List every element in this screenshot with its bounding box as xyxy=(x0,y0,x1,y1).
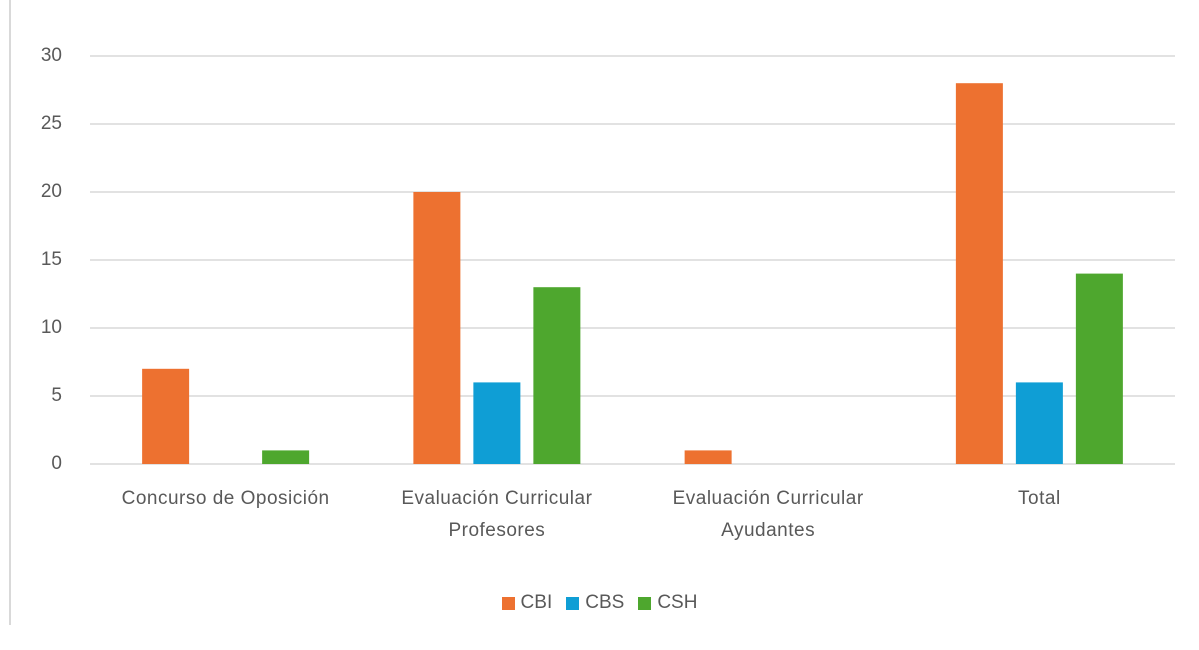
legend-item: CBS xyxy=(566,592,624,614)
x-tick-label: Concurso de Oposición xyxy=(121,488,330,509)
y-tick-label: 20 xyxy=(41,181,62,202)
legend: CBI CBS CSH xyxy=(0,592,1199,614)
legend-label: CBI xyxy=(520,592,553,613)
x-tick-label: Total xyxy=(1018,488,1061,509)
y-tick-label: 0 xyxy=(51,453,62,474)
legend-label: CSH xyxy=(657,592,698,613)
legend-label: CBS xyxy=(585,592,625,613)
legend-swatch xyxy=(566,596,580,610)
x-tick-label: Evaluación Curricular Profesores xyxy=(401,488,593,541)
legend-swatch xyxy=(501,596,515,610)
x-tick-label: Evaluación Curricular Ayudantes xyxy=(672,488,864,541)
y-tick-label: 5 xyxy=(51,385,62,406)
bar xyxy=(1075,273,1123,464)
bar xyxy=(473,382,521,464)
y-tick-label: 25 xyxy=(41,113,62,134)
legend-swatch xyxy=(638,596,652,610)
bar xyxy=(262,450,310,464)
bar xyxy=(684,450,732,464)
y-tick-label: 15 xyxy=(41,249,62,270)
bar xyxy=(142,368,190,464)
legend-item: CBI xyxy=(501,592,553,614)
legend-item: CSH xyxy=(638,592,697,614)
y-tick-label: 10 xyxy=(41,317,62,338)
bar xyxy=(413,192,461,464)
bar xyxy=(955,83,1003,464)
bar xyxy=(1015,382,1063,464)
y-tick-label: 30 xyxy=(41,45,62,66)
bar xyxy=(533,287,581,464)
